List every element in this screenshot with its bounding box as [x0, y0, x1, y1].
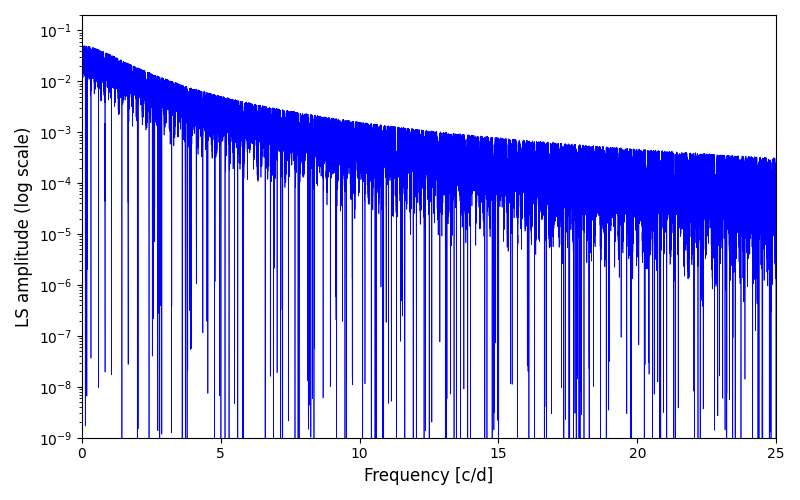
Y-axis label: LS amplitude (log scale): LS amplitude (log scale)	[15, 126, 33, 326]
X-axis label: Frequency [c/d]: Frequency [c/d]	[364, 467, 494, 485]
